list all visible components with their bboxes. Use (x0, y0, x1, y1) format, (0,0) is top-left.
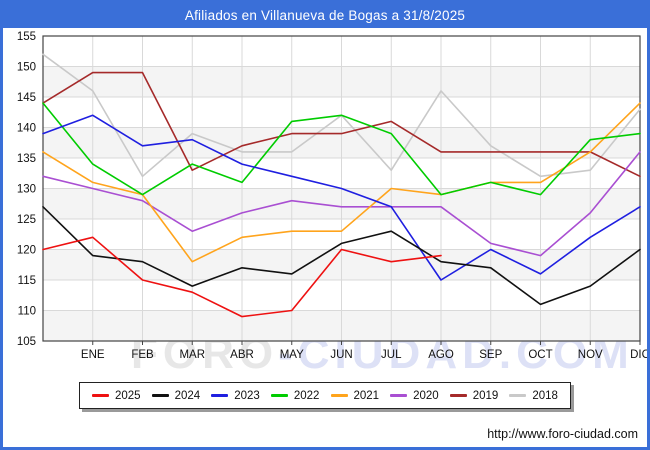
legend-swatch-2019 (449, 394, 467, 397)
series-line-2025 (42, 236, 442, 318)
series-line-2019 (42, 71, 641, 178)
legend-label: 2024 (174, 389, 201, 402)
legend-swatch-2022 (270, 394, 288, 397)
x-axis-label: DIC (630, 349, 650, 361)
y-axis-label: 115 (18, 275, 36, 287)
x-axis-label: MAR (179, 349, 205, 361)
series-line-2022 (42, 102, 641, 196)
footer-url: http://www.foro-ciudad.com (487, 427, 638, 441)
y-axis-label: 135 (17, 153, 36, 165)
legend-label: 2025 (115, 389, 141, 402)
legend-swatch-2024 (151, 394, 169, 397)
legend-label: 2018 (532, 389, 558, 402)
x-axis-label: NOV (578, 349, 603, 361)
legend-item-2023: 2023 (211, 390, 260, 402)
y-axis-label: 145 (17, 92, 36, 104)
y-axis-label: 155 (17, 31, 36, 43)
y-axis-label: 125 (17, 214, 36, 226)
x-axis-label: JUN (330, 349, 352, 361)
legend-item-2022: 2022 (270, 389, 320, 402)
x-axis-label: JUL (381, 349, 402, 361)
legend-item-2019: 2019 (449, 389, 499, 402)
y-axis-label: 140 (17, 123, 36, 135)
x-axis-label: OCT (528, 349, 552, 361)
x-axis-label: MAY (280, 349, 304, 361)
legend-swatch-2025 (92, 394, 109, 397)
x-axis-label: AGO (428, 349, 454, 361)
series-line-2023 (42, 114, 641, 281)
series-line-2020 (42, 151, 641, 257)
chart-title: Afiliados en Villanueva de Bogas a 31/8/… (184, 8, 466, 23)
y-axis-label: 105 (17, 336, 36, 348)
legend: 2025 2024 2023 2022 2021 2020 2019 2018 (79, 382, 571, 409)
legend-swatch-2021 (330, 394, 348, 397)
y-axis-label: 110 (18, 306, 36, 318)
legend-item-2024: 2024 (151, 389, 201, 402)
legend-item-2018: 2018 (509, 390, 558, 402)
legend-swatch-2018 (509, 394, 527, 397)
legend-item-2021: 2021 (330, 389, 380, 402)
legend-label: 2019 (472, 389, 499, 402)
y-axis-label: 150 (17, 62, 36, 74)
legend-label: 2020 (413, 389, 439, 402)
chart-title-bar: Afiliados en Villanueva de Bogas a 31/8/… (3, 3, 647, 28)
x-axis-label: FEB (131, 349, 154, 361)
x-axis-label: ABR (230, 349, 254, 361)
series-line-2024 (42, 206, 641, 306)
legend-item-2025: 2025 (92, 390, 141, 402)
legend-label: 2022 (293, 389, 320, 402)
x-axis-label: SEP (479, 349, 502, 361)
legend-label: 2023 (234, 389, 260, 402)
legend-label: 2021 (353, 389, 380, 402)
legend-swatch-2020 (390, 394, 408, 397)
x-axis-label: ENE (81, 349, 105, 361)
y-axis-label: 130 (17, 184, 36, 196)
legend-item-2020: 2020 (390, 390, 439, 402)
line-chart: 105 110 115 120 125 130 135 140 145 150 155 ENE FEB M… (17, 31, 650, 361)
y-axis-label: 120 (17, 245, 36, 257)
legend-swatch-2023 (211, 394, 229, 397)
